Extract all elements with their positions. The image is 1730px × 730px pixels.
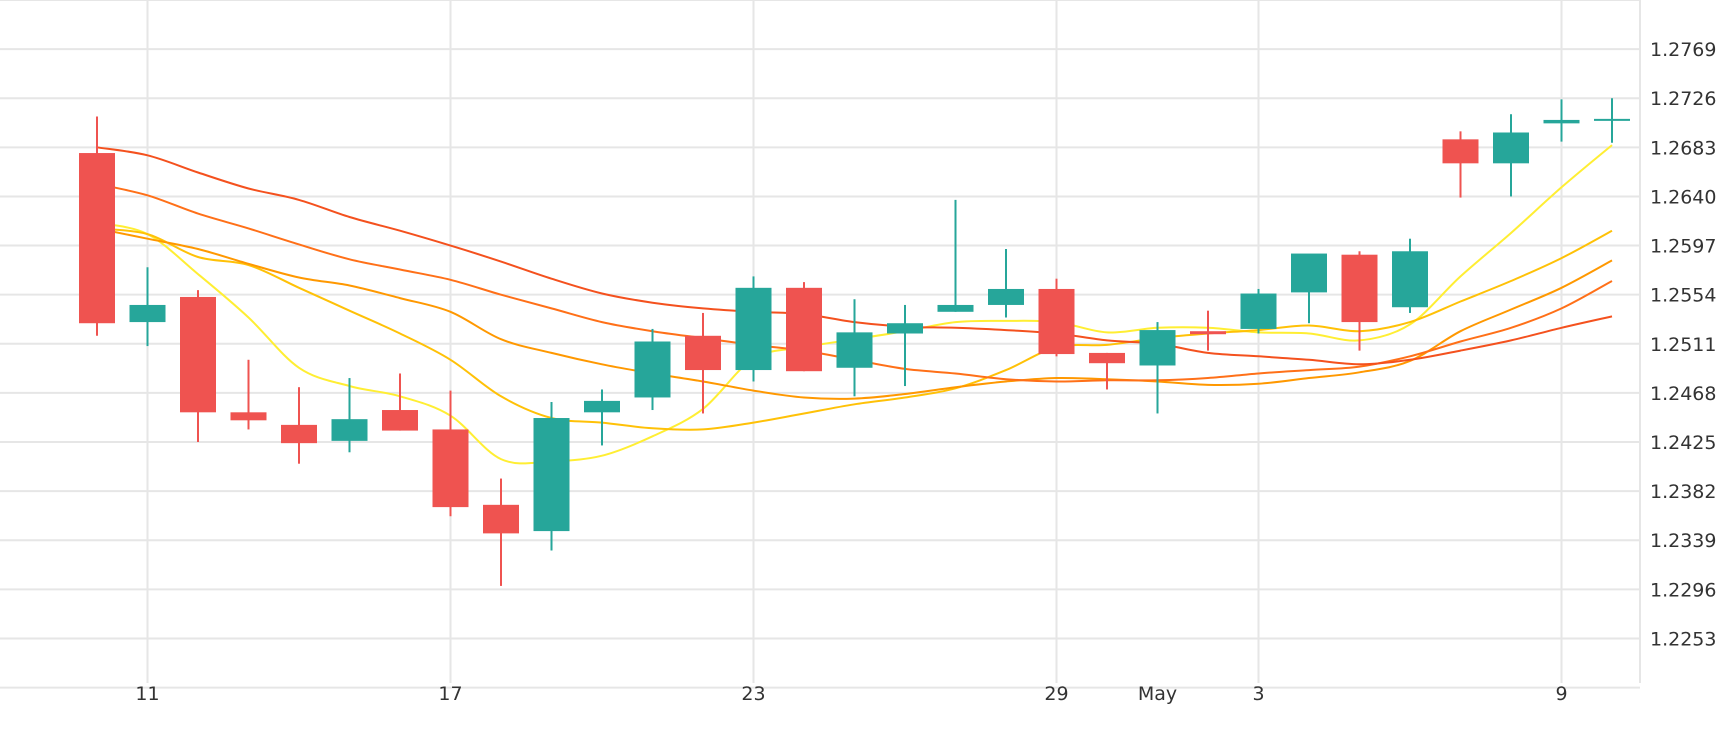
candle <box>1493 114 1529 197</box>
y-tick-label: 1.2425 <box>1650 432 1716 454</box>
candle-body <box>1442 139 1479 164</box>
y-tick-label: 1.2382 <box>1650 481 1716 503</box>
candle-body <box>634 341 671 398</box>
candle <box>331 378 368 453</box>
y-tick-label: 1.2726 <box>1650 88 1716 110</box>
x-tick-label: 9 <box>1555 683 1567 705</box>
candle-body <box>230 412 267 421</box>
candle <box>887 304 923 387</box>
candle-body <box>129 304 166 323</box>
candle-body <box>685 335 721 371</box>
candle <box>634 328 671 411</box>
candle-body <box>1493 132 1529 164</box>
candle <box>1392 238 1428 313</box>
candle <box>1341 251 1378 351</box>
x-tick-label: 3 <box>1252 683 1264 705</box>
candle <box>382 373 418 431</box>
candle-body <box>1392 251 1428 308</box>
candle-body <box>988 288 1024 305</box>
candle-body <box>1139 330 1176 366</box>
y-tick-label: 1.2296 <box>1650 579 1716 601</box>
candle-body <box>281 424 317 444</box>
y-tick-label: 1.2554 <box>1650 285 1716 307</box>
candle <box>1089 352 1125 390</box>
candle-body <box>836 332 873 368</box>
candle <box>230 359 267 430</box>
candle <box>1240 288 1277 334</box>
candle <box>584 389 620 446</box>
x-tick-label: 23 <box>741 683 765 705</box>
candle <box>735 276 772 382</box>
y-tick-label: 1.2339 <box>1650 530 1716 552</box>
x-tick-label: May <box>1138 683 1177 705</box>
candle <box>281 387 317 464</box>
candle-body <box>937 304 974 312</box>
candle <box>180 290 216 443</box>
candle <box>988 248 1024 318</box>
candle <box>533 402 570 551</box>
candle-body <box>533 418 570 532</box>
candle <box>1543 99 1580 142</box>
candle <box>786 282 822 372</box>
candle-body <box>331 419 368 441</box>
y-tick-label: 1.2511 <box>1650 334 1716 356</box>
candle-body <box>887 323 923 334</box>
candle-body <box>1190 331 1226 335</box>
candle-body <box>1240 293 1277 329</box>
candle <box>836 299 873 397</box>
y-tick-label: 1.2468 <box>1650 383 1716 405</box>
candle-body <box>382 410 418 431</box>
candle <box>1038 278 1075 357</box>
candle-body <box>79 153 115 324</box>
candle-body <box>1089 352 1125 364</box>
y-tick-label: 1.2597 <box>1650 236 1716 258</box>
candle <box>1139 322 1176 414</box>
moving-average-line-3 <box>96 227 1613 400</box>
candle-body <box>584 400 620 413</box>
x-tick-label: 29 <box>1044 683 1068 705</box>
candle <box>432 390 469 517</box>
y-tick-label: 1.2683 <box>1650 137 1716 159</box>
candle-body <box>1038 288 1075 355</box>
candle-body <box>735 287 772 371</box>
candle <box>1594 98 1630 143</box>
axis-layer: 1.2769 1.2726 1.2683 1.2640 1.2597 1.2554 1.25… <box>135 39 1716 705</box>
candle-body <box>1291 253 1327 293</box>
candle-body <box>1341 254 1378 323</box>
x-tick-label: 11 <box>135 683 159 705</box>
y-tick-label: 1.2640 <box>1650 186 1716 208</box>
candle-body <box>1543 119 1580 124</box>
candle <box>1190 310 1226 351</box>
candle-body <box>483 504 519 534</box>
candle-body <box>432 429 469 508</box>
candle <box>685 312 721 414</box>
candle-body <box>180 296 216 413</box>
candle <box>1291 253 1327 324</box>
candle-body <box>786 287 822 372</box>
candle-layer <box>79 98 1630 586</box>
y-tick-label: 1.2769 <box>1650 39 1716 61</box>
candle <box>483 478 519 586</box>
candle <box>129 267 166 347</box>
x-tick-label: 17 <box>438 683 462 705</box>
candle <box>937 199 974 312</box>
y-tick-label: 1.2253 <box>1650 628 1716 650</box>
candle <box>1442 131 1479 198</box>
candle <box>79 116 115 336</box>
